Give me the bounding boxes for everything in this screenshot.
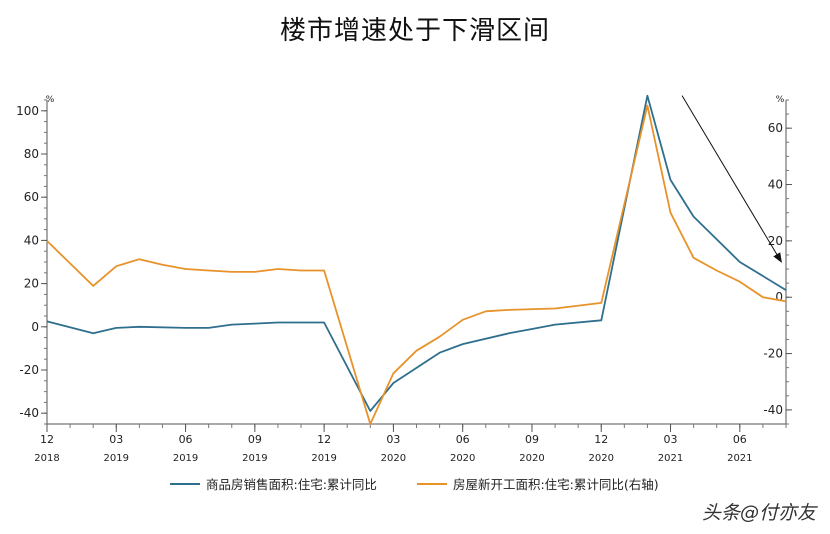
x-tick-year-label: 2018 bbox=[34, 453, 59, 464]
left-tick-label: 100 bbox=[16, 104, 39, 118]
x-tick-year-label: 2019 bbox=[104, 453, 129, 464]
right-tick-label: 0 bbox=[775, 290, 783, 304]
legend-swatch-starts bbox=[416, 482, 447, 485]
x-tick-year-label: 2020 bbox=[450, 453, 475, 464]
left-tick-label: 60 bbox=[24, 190, 39, 204]
x-tick-month-label: 03 bbox=[109, 433, 123, 446]
x-tick-month-label: 12 bbox=[317, 433, 331, 446]
x-tick-month-label: 06 bbox=[179, 433, 193, 446]
x-tick-month-label: 12 bbox=[40, 433, 54, 446]
x-tick-year-label: 2020 bbox=[381, 453, 406, 464]
chart-title: 楼市增速处于下滑区间 bbox=[279, 16, 550, 46]
left-unit-label: % bbox=[46, 95, 55, 105]
right-tick-label: -20 bbox=[763, 347, 783, 361]
series-line-0 bbox=[46, 94, 787, 412]
x-tick-month-label: 06 bbox=[456, 433, 470, 446]
x-tick-year-label: 2019 bbox=[311, 453, 336, 464]
x-tick-year-label: 2019 bbox=[173, 453, 198, 464]
legend-item-starts: 房屋新开工面积:住宅:累计同比(右轴) bbox=[416, 474, 659, 493]
watermark: 头条@付亦友 bbox=[701, 502, 816, 524]
x-tick-year-label: 2020 bbox=[589, 453, 614, 464]
legend-item-sales: 商品房销售面积:住宅:累计同比 bbox=[170, 474, 377, 493]
series-line-1 bbox=[46, 104, 787, 425]
left-tick-label: 0 bbox=[31, 320, 39, 334]
right-tick-label: 20 bbox=[768, 234, 783, 248]
x-tick-month-label: 03 bbox=[386, 433, 400, 446]
trend-arrow bbox=[681, 95, 782, 263]
right-tick-label: 60 bbox=[768, 121, 783, 135]
right-tick-label: -40 bbox=[763, 403, 783, 417]
left-tick-label: 20 bbox=[24, 277, 39, 291]
left-tick-label: 80 bbox=[24, 147, 39, 161]
right-tick-label: 40 bbox=[768, 178, 783, 192]
x-tick-month-label: 12 bbox=[594, 433, 608, 446]
left-tick-label: 40 bbox=[24, 233, 39, 247]
x-tick-month-label: 03 bbox=[664, 433, 678, 446]
x-tick-month-label: 09 bbox=[525, 433, 539, 446]
x-tick-year-label: 2021 bbox=[727, 453, 752, 464]
left-tick-label: -40 bbox=[19, 406, 39, 420]
legend: 商品房销售面积:住宅:累计同比 房屋新开工面积:住宅:累计同比(右轴) bbox=[170, 474, 659, 493]
left-tick-label: -20 bbox=[19, 363, 39, 377]
x-tick-year-label: 2019 bbox=[242, 453, 267, 464]
legend-label-sales: 商品房销售面积:住宅:累计同比 bbox=[206, 477, 377, 492]
x-tick-year-label: 2020 bbox=[519, 453, 544, 464]
x-tick-month-label: 09 bbox=[248, 433, 262, 446]
legend-swatch-sales bbox=[170, 482, 200, 485]
x-tick-month-label: 06 bbox=[733, 433, 747, 446]
x-tick-year-label: 2021 bbox=[658, 453, 683, 464]
legend-label-starts: 房屋新开工面积:住宅:累计同比(右轴) bbox=[452, 477, 659, 492]
right-unit-label: % bbox=[776, 95, 785, 105]
